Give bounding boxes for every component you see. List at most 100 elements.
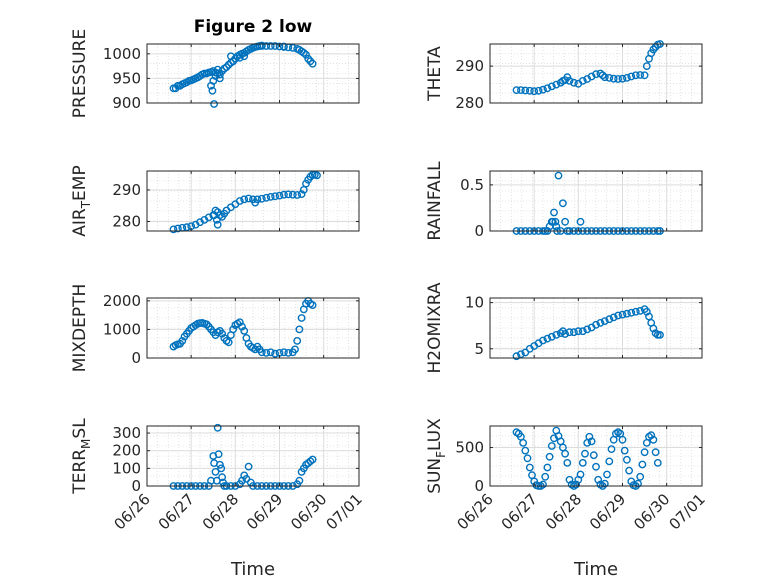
data-point bbox=[578, 327, 587, 336]
data-point bbox=[523, 454, 532, 463]
chart-title: Figure 2 low bbox=[194, 17, 313, 37]
data-point bbox=[651, 448, 660, 457]
data-point bbox=[224, 338, 233, 347]
data-point bbox=[581, 449, 589, 458]
data-point bbox=[656, 330, 664, 339]
y-axis-label: THETA bbox=[425, 46, 445, 102]
data-point bbox=[210, 100, 219, 108]
data-point bbox=[235, 318, 244, 327]
y-axis-label: AIRTEMP bbox=[70, 165, 93, 236]
data-point bbox=[561, 330, 569, 338]
y-axis-label: MIXDEPTH bbox=[70, 284, 90, 373]
x-tick-label: 07/01 bbox=[666, 490, 709, 533]
data-point bbox=[257, 348, 266, 357]
data-point bbox=[565, 328, 574, 337]
data-point bbox=[605, 74, 614, 82]
data-point bbox=[600, 73, 609, 82]
data-point bbox=[275, 42, 284, 51]
data-point bbox=[217, 464, 226, 473]
data-point bbox=[607, 445, 616, 453]
data-point bbox=[647, 431, 656, 440]
data-point bbox=[525, 463, 534, 472]
y-tick-label: 0 bbox=[131, 349, 141, 367]
data-point bbox=[547, 82, 556, 91]
data-point bbox=[636, 71, 645, 79]
data-point bbox=[244, 194, 253, 203]
data-point bbox=[583, 325, 592, 334]
data-point bbox=[649, 324, 658, 333]
y-tick-label: 280 bbox=[112, 213, 141, 231]
data-point bbox=[550, 208, 558, 217]
data-point bbox=[271, 192, 279, 201]
data-point bbox=[578, 458, 587, 467]
data-point bbox=[565, 77, 574, 85]
data-point bbox=[576, 470, 585, 479]
data-point bbox=[299, 49, 308, 57]
data-point bbox=[623, 74, 631, 82]
data-point bbox=[552, 222, 561, 231]
data-point bbox=[262, 348, 271, 357]
data-point bbox=[653, 458, 662, 467]
data-point bbox=[517, 86, 525, 95]
data-point bbox=[253, 195, 262, 204]
x-axis-label: Time bbox=[573, 559, 618, 580]
data-point bbox=[640, 71, 649, 80]
data-point bbox=[614, 311, 622, 320]
axes-box bbox=[489, 170, 703, 232]
data-point bbox=[556, 329, 565, 337]
data-point bbox=[545, 452, 554, 461]
data-point bbox=[211, 467, 220, 476]
data-point bbox=[627, 477, 636, 486]
x-tick-label: 06/30 bbox=[287, 490, 330, 533]
data-point bbox=[295, 325, 304, 334]
axes-box bbox=[489, 43, 703, 104]
x-tick-label: 06/30 bbox=[630, 490, 673, 533]
data-point bbox=[627, 72, 636, 81]
data-point bbox=[178, 336, 187, 345]
axes-box bbox=[146, 170, 360, 232]
data-point bbox=[218, 473, 227, 482]
y-tick-label: 290 bbox=[112, 181, 141, 199]
data-point bbox=[609, 313, 618, 322]
data-point bbox=[600, 479, 609, 488]
data-point bbox=[525, 86, 534, 95]
data-point bbox=[627, 308, 636, 317]
data-point bbox=[587, 72, 596, 81]
x-tick-label: 06/29 bbox=[243, 490, 286, 533]
data-point bbox=[634, 479, 642, 488]
data-point bbox=[288, 190, 297, 199]
data-point bbox=[306, 457, 315, 466]
data-point bbox=[598, 71, 607, 80]
data-point bbox=[574, 327, 583, 336]
data-point bbox=[620, 446, 629, 455]
data-point bbox=[213, 65, 222, 74]
y-tick-label: 900 bbox=[112, 94, 141, 112]
data-point bbox=[587, 437, 596, 446]
x-tick-label: 06/28 bbox=[199, 490, 242, 533]
data-point bbox=[636, 472, 645, 481]
data-point bbox=[266, 192, 275, 201]
data-point bbox=[552, 80, 561, 89]
y-axis-label: SUNFLUX bbox=[425, 418, 448, 494]
data-point bbox=[589, 451, 598, 460]
y-tick-label: 0 bbox=[131, 477, 141, 495]
y-axis-label: TERRMSL bbox=[70, 418, 93, 495]
data-point bbox=[308, 59, 317, 68]
data-point bbox=[240, 195, 249, 204]
y-tick-label: 300 bbox=[112, 424, 141, 442]
x-tick-label: 06/26 bbox=[111, 490, 154, 533]
data-point bbox=[642, 62, 651, 70]
data-point bbox=[609, 74, 618, 83]
data-point bbox=[262, 193, 271, 202]
data-point bbox=[623, 309, 631, 318]
data-point bbox=[618, 310, 627, 319]
data-point bbox=[519, 438, 527, 447]
data-point bbox=[576, 217, 585, 226]
data-point bbox=[308, 301, 317, 309]
x-tick-label: 06/27 bbox=[155, 490, 198, 533]
data-point bbox=[202, 320, 211, 329]
data-point bbox=[521, 446, 530, 455]
y-tick-label: 0.5 bbox=[460, 176, 484, 194]
y-tick-label: 290 bbox=[455, 57, 484, 75]
